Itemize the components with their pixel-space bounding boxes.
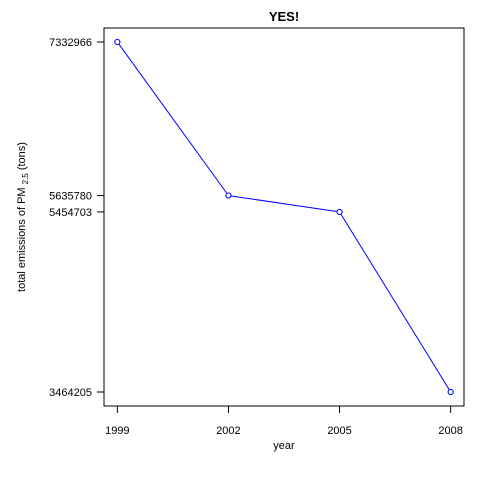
x-axis: 1999 2002 2005 2008	[105, 405, 463, 437]
data-point	[336, 208, 343, 216]
series-line-segment	[231, 195, 337, 212]
x-tick-label: 2008	[438, 425, 462, 437]
series-line-segment	[118, 44, 228, 194]
data-point	[447, 388, 454, 396]
y-tick-label: 3464205	[49, 387, 92, 399]
x-axis-label: year	[273, 440, 295, 452]
y-axis-label-suffix: (tons)	[16, 142, 28, 170]
data-point	[225, 192, 232, 199]
y-axis: 7332966 5635780 5454703 3464205	[49, 37, 105, 399]
y-axis-label-prefix: total emissions of PM	[16, 187, 28, 292]
y-tick-label: 7332966	[49, 37, 92, 49]
y-tick-label: 5454703	[49, 207, 92, 219]
y-axis-label-subscript: 2.5	[21, 173, 30, 185]
y-axis-label: total emissions of PM 2.5 (tons)	[16, 142, 31, 292]
x-tick-label: 2005	[327, 425, 351, 437]
y-tick-label: 5635780	[49, 191, 92, 203]
x-tick-label: 1999	[105, 425, 129, 437]
x-tick-label: 2002	[216, 425, 240, 437]
data-point	[114, 38, 121, 46]
series-line-segment	[340, 214, 450, 390]
chart-title: YES!	[269, 9, 299, 24]
series-layer	[114, 38, 454, 396]
